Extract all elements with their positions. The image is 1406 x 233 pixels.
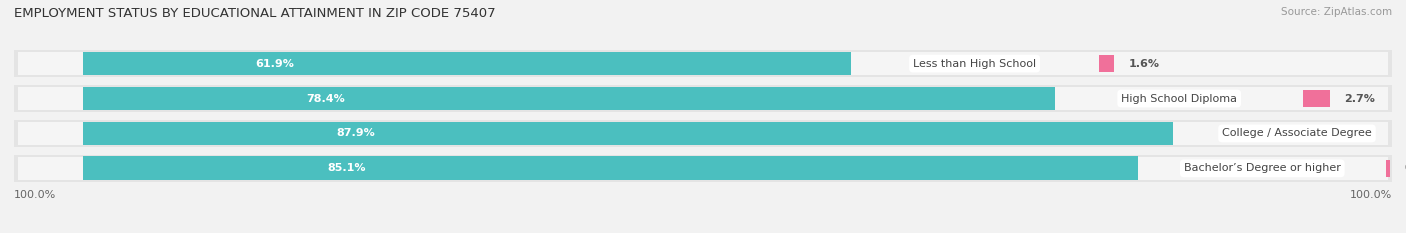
Bar (18, 157, 1388, 180)
Text: 61.9%: 61.9% (256, 58, 294, 69)
Text: High School Diploma: High School Diploma (1121, 93, 1237, 103)
Text: 100.0%: 100.0% (14, 190, 56, 200)
Bar (14, 50, 1392, 77)
Text: Less than High School: Less than High School (912, 58, 1036, 69)
Bar (14, 155, 1392, 182)
Bar (18, 52, 1388, 75)
Text: 87.9%: 87.9% (336, 128, 375, 138)
Bar (1303, 90, 1330, 107)
Text: 2.7%: 2.7% (1344, 93, 1375, 103)
Bar (83, 52, 851, 75)
Bar (83, 157, 1139, 180)
Text: EMPLOYMENT STATUS BY EDUCATIONAL ATTAINMENT IN ZIP CODE 75407: EMPLOYMENT STATUS BY EDUCATIONAL ATTAINM… (14, 7, 496, 20)
Text: Source: ZipAtlas.com: Source: ZipAtlas.com (1281, 7, 1392, 17)
Text: 85.1%: 85.1% (328, 163, 366, 173)
Text: College / Associate Degree: College / Associate Degree (1222, 128, 1372, 138)
Text: 78.4%: 78.4% (307, 93, 346, 103)
Text: 0.4%: 0.4% (1405, 163, 1406, 173)
Text: 100.0%: 100.0% (1350, 190, 1392, 200)
Bar (18, 122, 1388, 145)
Bar (83, 87, 1054, 110)
Text: 1.6%: 1.6% (1128, 58, 1159, 69)
Bar (18, 87, 1388, 110)
Bar (1098, 55, 1115, 72)
Bar (1386, 160, 1391, 177)
Bar (83, 122, 1173, 145)
Bar (14, 85, 1392, 112)
Bar (14, 120, 1392, 147)
Text: Bachelor’s Degree or higher: Bachelor’s Degree or higher (1184, 163, 1341, 173)
